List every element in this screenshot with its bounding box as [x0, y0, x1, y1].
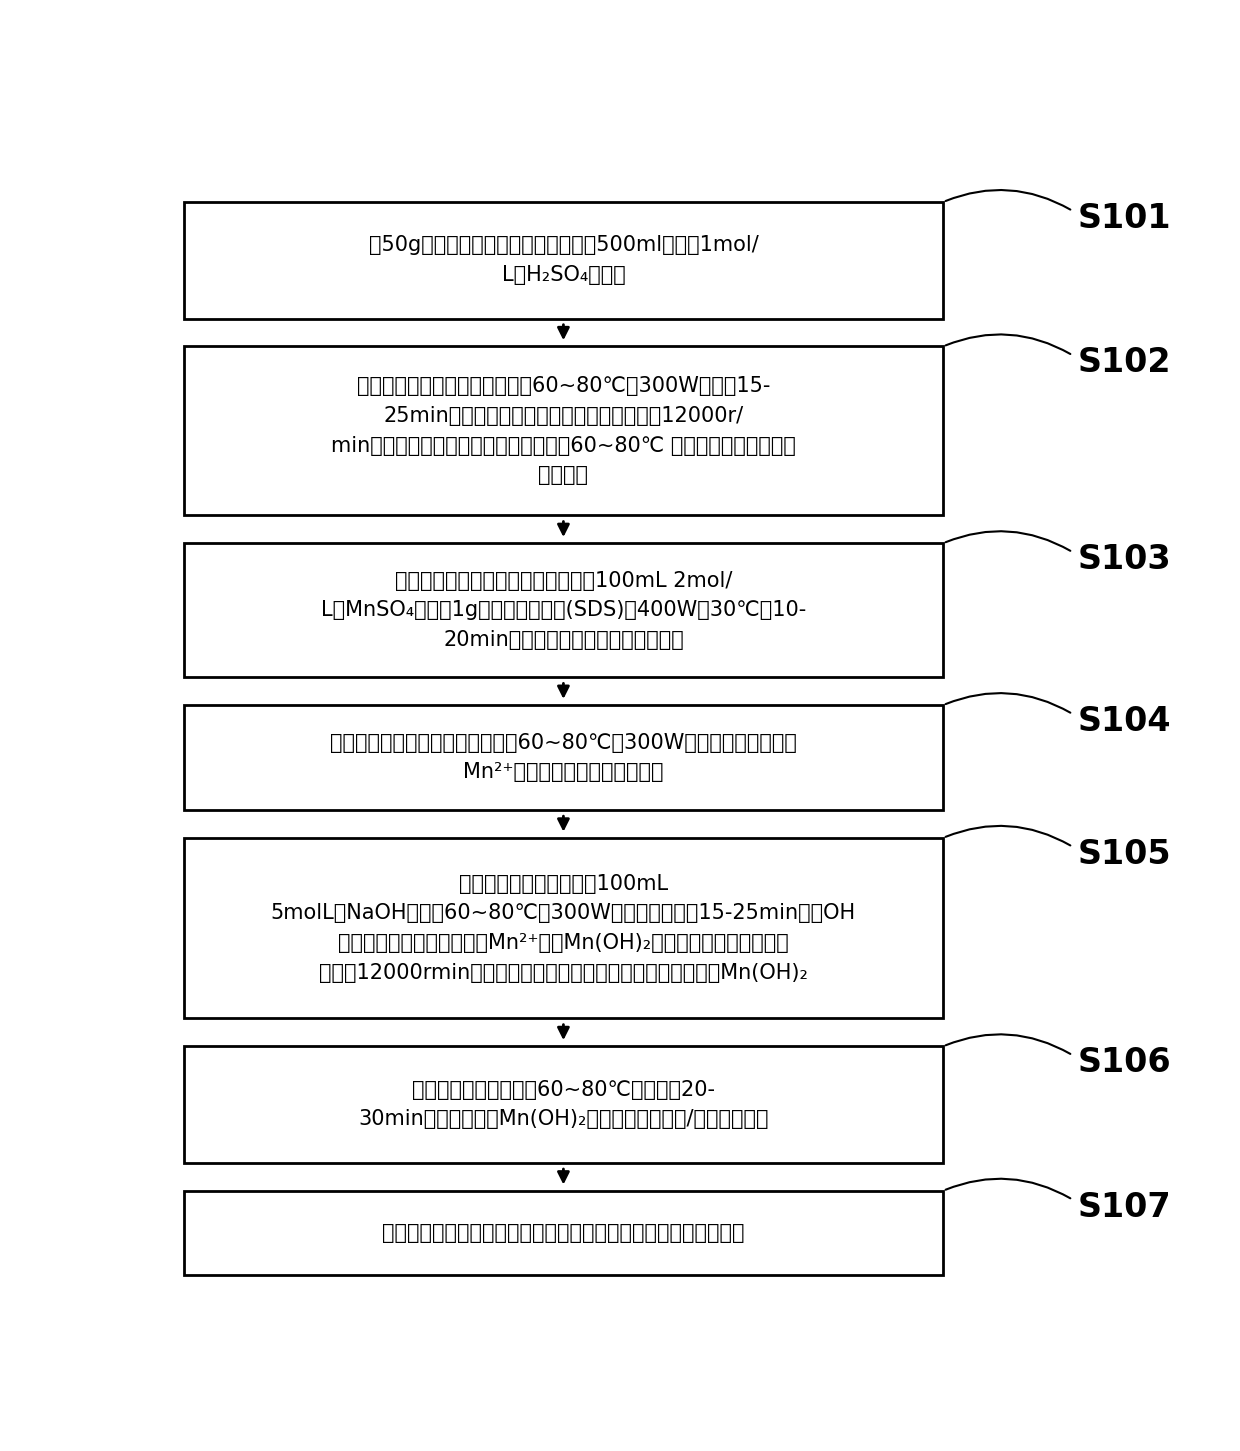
Text: S107: S107 — [1078, 1191, 1172, 1223]
Text: S103: S103 — [1078, 543, 1172, 576]
Text: 将步骤四中所得凹土加入100mL
5molL的NaOH溶液，60~80℃、300W条件下微波处理15-25min，使OH
离子与分散在凹土微孔内的Mn²⁺生成M: 将步骤四中所得凹土加入100mL 5molL的NaOH溶液，60~80℃、300… — [270, 874, 856, 982]
FancyBboxPatch shape — [184, 347, 942, 515]
Text: 将步骤一中溶液放入微波装置，60~80℃、300W条件下15-
25min后过滤，蒸馏水洗涤数次，洗至中性，12000r/
min离心机除去上层液体，在微波装置: 将步骤一中溶液放入微波装置，60~80℃、300W条件下15- 25min后过滤… — [331, 376, 796, 485]
Text: 将步骤一与步骤五所得的滤液混合放入废液罐，中和废水中酸、碱: 将步骤一与步骤五所得的滤液混合放入废液罐，中和废水中酸、碱 — [382, 1223, 745, 1242]
FancyBboxPatch shape — [184, 837, 942, 1019]
Text: S102: S102 — [1078, 347, 1171, 380]
FancyBboxPatch shape — [184, 705, 942, 810]
Text: 将分散均匀的凹土放入微波装置，60~80℃、300W，使水分完全蒸发，
Mn²⁺充分分散到凹土孔道内表面: 将分散均匀的凹土放入微波装置，60~80℃、300W，使水分完全蒸发， Mn²⁺… — [330, 733, 797, 782]
Text: S101: S101 — [1078, 202, 1171, 235]
Text: 取酸活化后的凹土，搅拌条件下加入100mL 2mol/
L的MnSO₄溶液和1g十二烷基硫酸钠(SDS)，400W、30℃、10-
20min超声分散均匀，得到: 取酸活化后的凹土，搅拌条件下加入100mL 2mol/ L的MnSO₄溶液和1g… — [321, 570, 806, 650]
FancyBboxPatch shape — [184, 202, 942, 319]
Text: S104: S104 — [1078, 705, 1171, 739]
Text: S106: S106 — [1078, 1046, 1172, 1080]
FancyBboxPatch shape — [184, 543, 942, 678]
Text: 取50g经过粉碎处理的凹土原料加入到500ml浓度为1mol/
L的H₂SO₄溶液中: 取50g经过粉碎处理的凹土原料加入到500ml浓度为1mol/ L的H₂SO₄溶… — [368, 235, 759, 284]
FancyBboxPatch shape — [184, 1046, 942, 1162]
Text: S105: S105 — [1078, 837, 1172, 871]
Text: 将步骤五中所得凹土，60~80℃微波干燥20-
30min，凹土孔穴中Mn(OH)₂分解，制得氧化锰/凹土复合材料: 将步骤五中所得凹土，60~80℃微波干燥20- 30min，凹土孔穴中Mn(OH… — [358, 1080, 769, 1129]
FancyBboxPatch shape — [184, 1191, 942, 1274]
